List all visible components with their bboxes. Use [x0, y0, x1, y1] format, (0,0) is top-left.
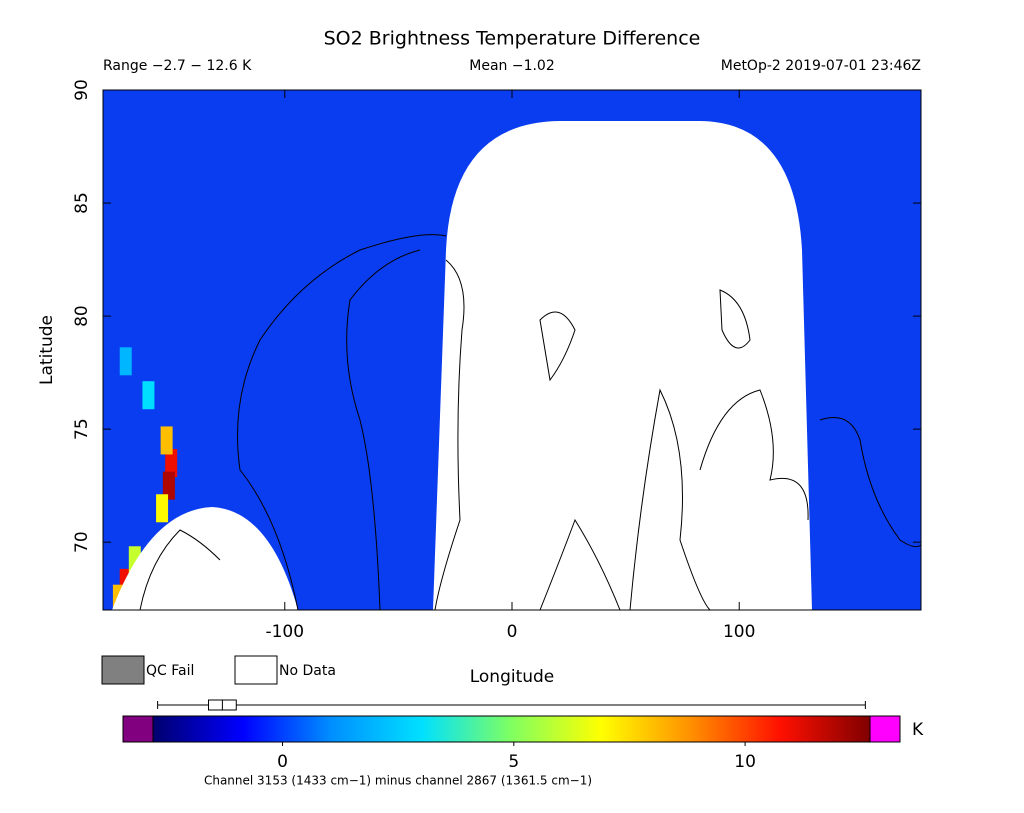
heat-cell: [165, 449, 178, 478]
legend: QC Fail No Data: [101, 655, 336, 685]
coastline: [237, 234, 447, 610]
colorbar-over: [869, 715, 901, 743]
y-tick-label: 90: [72, 79, 92, 101]
coastline: [139, 529, 221, 610]
y-tick-label: 85: [72, 192, 92, 214]
legend-swatch: [234, 655, 278, 685]
coastline: [819, 417, 921, 548]
colorbar-caption: Channel 3153 (1433 cm−1) minus channel 2…: [204, 774, 592, 788]
heat-cell: [119, 347, 132, 376]
colorbar-tick-label: 5: [508, 752, 519, 772]
subtitle: MetOp-2 2019-07-01 23:46Z: [721, 58, 921, 74]
y-tick-label: 80: [72, 305, 92, 327]
coastline: [539, 289, 751, 382]
y-tick-label: 75: [72, 418, 92, 440]
heat-cell: [160, 426, 173, 455]
chart-title: SO2 Brightness Temperature Difference: [324, 28, 701, 50]
heat-cell: [142, 381, 155, 410]
axes: -100 0 100 70 75 80 85 90: [72, 79, 921, 642]
no-data-region: [112, 507, 298, 610]
legend-label: QC Fail: [146, 663, 194, 679]
x-tick-label: 100: [723, 622, 755, 642]
y-axis-label: Latitude: [37, 315, 57, 385]
coastline: [346, 249, 421, 610]
colorbar-tick-label: 10: [734, 752, 756, 772]
coastline: [699, 389, 809, 521]
coastline: [434, 259, 465, 610]
heat-cell: [156, 494, 169, 523]
coastline: [629, 388, 711, 610]
x-tick-label: -100: [265, 622, 304, 642]
x-tick-label: 0: [507, 622, 518, 642]
no-data: [112, 121, 812, 610]
colorbar-unit: K: [912, 720, 924, 740]
coastlines: [139, 234, 921, 610]
heat-cell: [162, 471, 175, 500]
y-tick-label: 70: [72, 531, 92, 553]
colorbar-tick-label: 0: [277, 752, 288, 772]
colorbar: K 0 5 10: [122, 699, 924, 772]
no-data-region: [433, 121, 812, 610]
legend-label: No Data: [279, 663, 336, 679]
colorbar-ramp: [152, 715, 871, 743]
coastline: [539, 518, 621, 610]
legend-swatch: [101, 655, 145, 685]
colorbar-under: [122, 715, 154, 743]
x-axis-label: Longitude: [470, 667, 555, 687]
subtitle: Range −2.7 − 12.6 K: [103, 58, 252, 74]
subtitle: Mean −1.02: [469, 58, 555, 74]
